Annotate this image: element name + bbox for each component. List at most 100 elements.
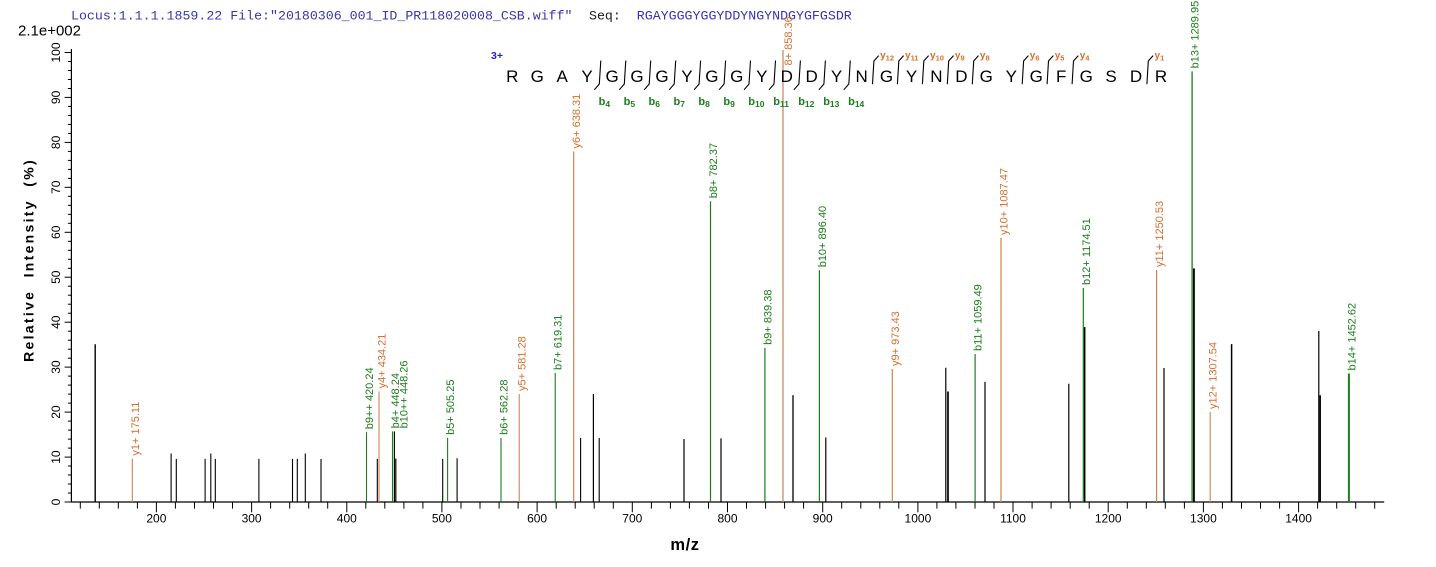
svg-text:10: 10 (49, 450, 63, 464)
svg-text:D: D (781, 67, 793, 86)
svg-text:40: 40 (49, 315, 63, 329)
svg-text:b8: b8 (698, 96, 710, 109)
svg-text:800: 800 (717, 512, 737, 526)
svg-text:G: G (980, 67, 993, 86)
svg-text:D: D (806, 67, 818, 86)
svg-text:b4: b4 (599, 96, 611, 109)
svg-text:N: N (930, 67, 942, 86)
svg-text:G: G (605, 67, 618, 86)
svg-text:90: 90 (49, 90, 63, 104)
svg-text:y10+ 1087.47: y10+ 1087.47 (999, 168, 1011, 235)
svg-text:b10: b10 (748, 96, 764, 109)
svg-text:b10++ 448.26: b10++ 448.26 (399, 360, 411, 428)
svg-text:b10+ 896.40: b10+ 896.40 (817, 206, 829, 267)
svg-text:y9: y9 (955, 51, 965, 63)
svg-text:Y: Y (831, 67, 842, 86)
svg-text:b11: b11 (773, 96, 789, 109)
svg-text:b13+ 1289.95: b13+ 1289.95 (1190, 1, 1202, 69)
svg-text:R: R (1155, 67, 1167, 86)
svg-text:D: D (955, 67, 967, 86)
svg-text:RGAYGGGYGGYDDYNGYNDGYGFGSDR: RGAYGGGYGGYDDYNGYNDGYGFGSDR (637, 9, 852, 24)
svg-text:200: 200 (146, 512, 166, 526)
svg-text:b9: b9 (723, 96, 735, 109)
svg-text:60: 60 (49, 225, 63, 239)
svg-text:400: 400 (337, 512, 357, 526)
svg-text:b7: b7 (674, 96, 686, 109)
svg-text:A: A (557, 67, 569, 86)
svg-text:900: 900 (813, 512, 833, 526)
svg-text:G: G (1080, 67, 1093, 86)
svg-text:G: G (705, 67, 718, 86)
svg-text:Y: Y (581, 67, 592, 86)
svg-text:F: F (1056, 67, 1066, 86)
svg-text:y12: y12 (880, 51, 894, 63)
svg-text:80: 80 (49, 135, 63, 149)
svg-text:y11: y11 (905, 51, 919, 63)
svg-text:b12+ 1174.51: b12+ 1174.51 (1081, 218, 1093, 285)
svg-text:y9+ 973.43: y9+ 973.43 (890, 311, 902, 366)
svg-text:b5+ 505.25: b5+ 505.25 (445, 380, 457, 435)
svg-text:b9++ 420.24: b9++ 420.24 (364, 367, 376, 429)
svg-text:Y: Y (1006, 67, 1017, 86)
svg-text:b5: b5 (624, 96, 636, 109)
svg-text:b14+ 1452.62: b14+ 1452.62 (1346, 303, 1358, 371)
svg-text:y5+ 581.28: y5+ 581.28 (517, 336, 529, 391)
svg-text:Y: Y (906, 67, 917, 86)
svg-text:G: G (1030, 67, 1043, 86)
svg-text:y4+ 434.21: y4+ 434.21 (377, 334, 389, 389)
svg-text:y12+ 1307.54: y12+ 1307.54 (1208, 342, 1220, 409)
svg-text:0: 0 (49, 498, 63, 505)
svg-text:G: G (655, 67, 668, 86)
svg-text:y11+ 1250.53: y11+ 1250.53 (1154, 201, 1166, 267)
svg-text:300: 300 (242, 512, 262, 526)
svg-text:Relative Intensity (%): Relative Intensity (%) (21, 158, 37, 362)
svg-text:Y: Y (681, 67, 692, 86)
svg-text:600: 600 (527, 512, 547, 526)
svg-text:1200: 1200 (1095, 512, 1122, 526)
svg-text:b9+ 839.38: b9+ 839.38 (762, 290, 774, 345)
svg-text:D: D (1130, 67, 1142, 86)
svg-text:1000: 1000 (905, 512, 932, 526)
svg-text:b12: b12 (798, 96, 814, 109)
svg-text:y6: y6 (1030, 51, 1040, 63)
svg-text:G: G (730, 67, 743, 86)
svg-text:b6+ 562.28: b6+ 562.28 (499, 380, 511, 435)
svg-text:y1+ 175.11: y1+ 175.11 (130, 402, 142, 456)
svg-text:1300: 1300 (1190, 512, 1217, 526)
svg-text:b11+ 1059.49: b11+ 1059.49 (973, 284, 985, 351)
svg-text:y5: y5 (1055, 51, 1065, 63)
svg-text:50: 50 (49, 270, 63, 284)
svg-text:y10: y10 (930, 51, 944, 63)
svg-text:y4: y4 (1080, 51, 1091, 63)
svg-text:8+ 858.36: 8+ 858.36 (783, 16, 795, 65)
svg-text:G: G (630, 67, 643, 86)
svg-text:2.1e+002: 2.1e+002 (18, 23, 81, 40)
svg-text:G: G (531, 67, 544, 86)
svg-text:Locus:1.1.1.1859.22 File:"2018: Locus:1.1.1.1859.22 File:"20180306_001_I… (71, 9, 573, 24)
svg-text:S: S (1105, 67, 1116, 86)
svg-text:500: 500 (432, 512, 452, 526)
svg-text:3+: 3+ (491, 50, 503, 62)
svg-text:G: G (880, 67, 893, 86)
svg-text:b14: b14 (848, 96, 864, 109)
svg-text:b13: b13 (823, 96, 839, 109)
svg-text:1400: 1400 (1285, 512, 1312, 526)
svg-text:30: 30 (49, 360, 63, 374)
svg-text:Y: Y (756, 67, 767, 86)
svg-text:20: 20 (49, 405, 63, 419)
svg-text:b7+ 619.31: b7+ 619.31 (553, 315, 565, 370)
svg-text:y6+ 638.31: y6+ 638.31 (571, 94, 583, 149)
svg-text:1100: 1100 (1000, 512, 1026, 526)
svg-text:b8+ 782.37: b8+ 782.37 (708, 143, 720, 198)
svg-text:70: 70 (49, 180, 63, 194)
svg-text:R: R (506, 67, 518, 86)
svg-text:Seq:: Seq: (589, 9, 621, 24)
svg-text:y1: y1 (1155, 51, 1165, 63)
svg-text:N: N (855, 67, 867, 86)
svg-text:m/z: m/z (670, 536, 699, 554)
svg-text:100: 100 (49, 42, 63, 62)
svg-text:y8: y8 (980, 51, 990, 63)
svg-text:b6: b6 (649, 96, 661, 109)
svg-text:700: 700 (622, 512, 642, 526)
svg-text:b4+ 448.24: b4+ 448.24 (390, 373, 402, 428)
